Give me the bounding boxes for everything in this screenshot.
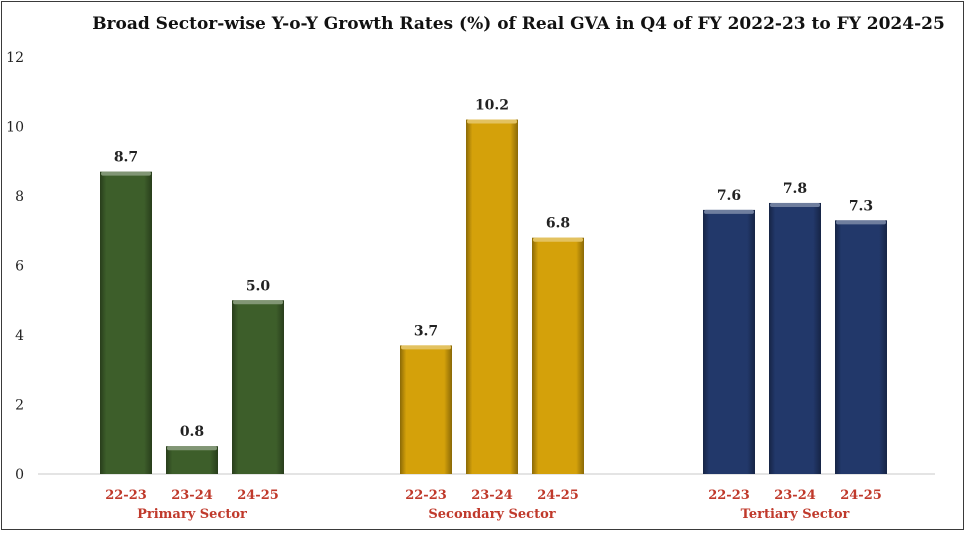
bar-0-1	[166, 446, 218, 474]
group-label-1: Secondary Sector	[428, 507, 555, 522]
category-label-0-1: 23-24	[171, 488, 213, 503]
data-label-1-2: 6.8	[546, 216, 570, 232]
bar-highlight-0-2	[233, 300, 283, 305]
bar-highlight-1-1	[467, 119, 517, 124]
bar-highlight-1-2	[533, 237, 583, 242]
y-tick-label-5: 10	[6, 120, 24, 136]
bar-2-1	[769, 202, 821, 474]
category-label-2-1: 23-24	[774, 488, 816, 503]
data-label-0-0: 8.7	[114, 150, 138, 166]
y-tick-label-6: 12	[6, 50, 24, 66]
bar-1-1	[466, 119, 518, 475]
bar-highlight-0-0	[101, 171, 151, 176]
category-label-2-2: 24-25	[840, 488, 882, 503]
data-label-2-2: 7.3	[849, 198, 873, 214]
bar-2-2	[835, 220, 887, 474]
category-label-0-2: 24-25	[237, 488, 279, 503]
category-label-2-0: 22-23	[708, 488, 750, 503]
category-label-1-0: 22-23	[405, 488, 447, 503]
bar-highlight-1-0	[401, 345, 451, 350]
bar-1-0	[400, 345, 452, 474]
y-tick-label-2: 4	[15, 328, 24, 344]
bar-0-2	[232, 300, 284, 474]
bar-0-0	[100, 171, 152, 475]
y-tick-label-4: 8	[15, 189, 24, 205]
data-label-0-2: 5.0	[246, 278, 271, 294]
bar-1-2	[532, 237, 584, 474]
bar-highlight-2-2	[836, 220, 886, 225]
y-tick-label-0: 0	[15, 467, 24, 483]
category-label-1-1: 23-24	[471, 488, 513, 503]
y-tick-label-3: 6	[15, 259, 24, 275]
group-label-2: Tertiary Sector	[741, 507, 850, 522]
data-label-1-1: 10.2	[475, 98, 509, 114]
category-label-1-2: 24-25	[537, 488, 579, 503]
data-label-0-1: 0.8	[180, 424, 204, 440]
data-label-1-0: 3.7	[414, 323, 438, 339]
group-label-0: Primary Sector	[137, 507, 247, 522]
data-label-2-0: 7.6	[717, 188, 741, 204]
y-tick-label-1: 2	[15, 398, 24, 414]
bar-highlight-2-1	[770, 202, 820, 207]
category-label-0-0: 22-23	[105, 488, 147, 503]
data-label-2-1: 7.8	[783, 181, 807, 197]
bar-highlight-0-1	[167, 446, 217, 451]
bar-highlight-2-0	[704, 209, 754, 214]
chart-title: Broad Sector-wise Y-o-Y Growth Rates (%)…	[92, 14, 945, 34]
bar-2-0	[703, 209, 755, 474]
